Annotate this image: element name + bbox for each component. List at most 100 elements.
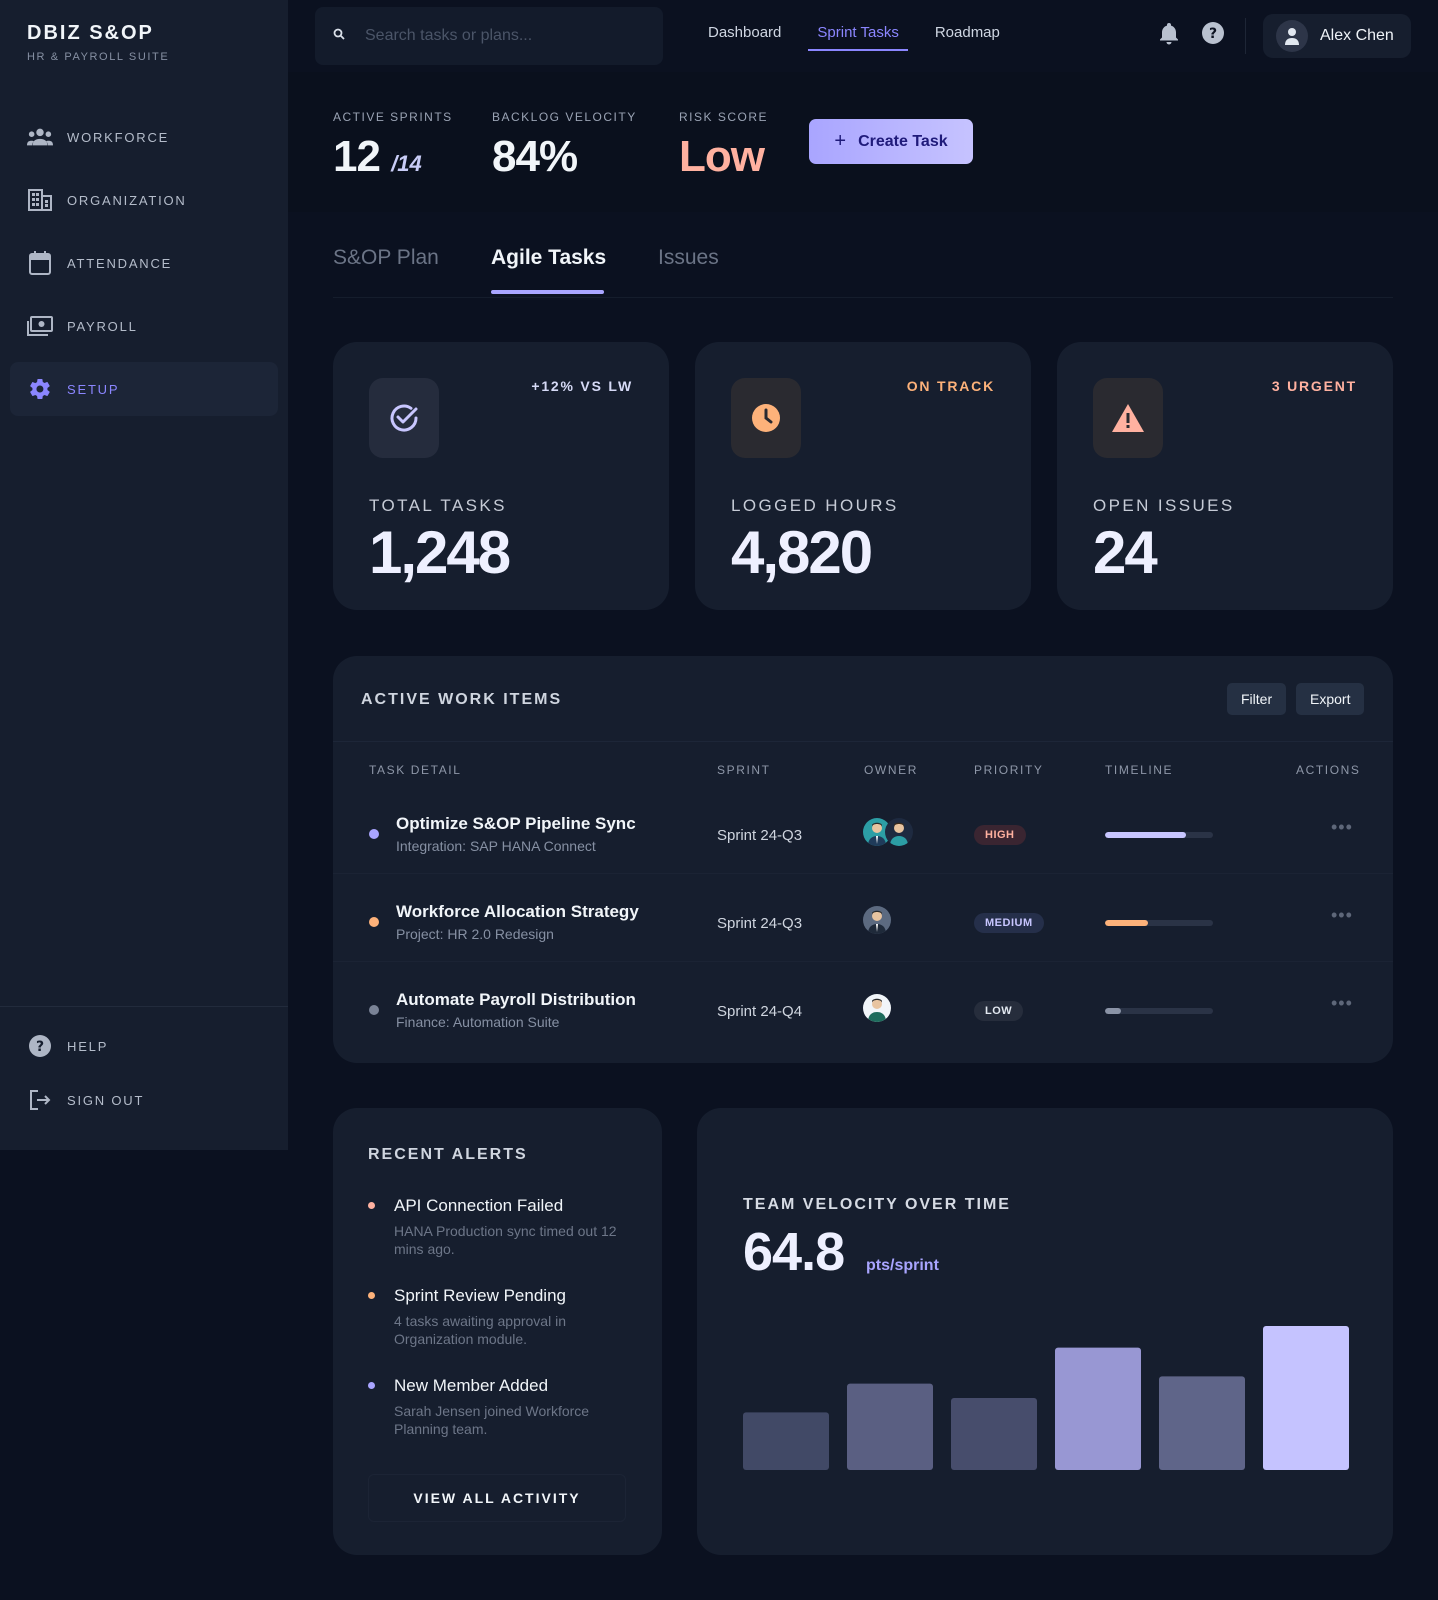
tab-agile-tasks[interactable]: Agile Tasks	[491, 246, 607, 269]
status-dot	[369, 1005, 379, 1015]
brand-title: DBIZ S&OP	[27, 22, 154, 44]
bell-icon[interactable]	[1155, 19, 1183, 47]
stat-backlog-velocity: BACKLOG VELOCITY 84%	[492, 110, 637, 182]
user-menu[interactable]: Alex Chen	[1263, 14, 1411, 58]
priority-badge: LOW	[974, 1001, 1024, 1021]
task-sprint: Sprint 24-Q4	[717, 1003, 803, 1020]
sidebar-item-setup[interactable]: SETUP	[10, 362, 278, 416]
user-name: Alex Chen	[1320, 27, 1394, 44]
avatar	[863, 906, 891, 934]
panel-divider	[333, 741, 1393, 742]
search-input[interactable]	[365, 27, 645, 45]
task-name: Workforce Allocation Strategy	[396, 902, 639, 921]
tab-indicator	[491, 290, 604, 294]
alert-dot	[368, 1382, 375, 1389]
table-row[interactable]: Optimize S&OP Pipeline Sync Integration:…	[333, 786, 1393, 874]
tab-sop-plan[interactable]: S&OP Plan	[333, 246, 439, 269]
priority-badge: HIGH	[974, 825, 1026, 845]
row-divider	[333, 961, 1393, 962]
logout-icon	[27, 1087, 53, 1113]
table-row[interactable]: Automate Payroll Distribution Finance: A…	[333, 962, 1393, 1050]
alert-description: 4 tasks awaiting approval in Organizatio…	[394, 1313, 566, 1347]
alert-description: HANA Production sync timed out 12 mins a…	[394, 1223, 617, 1257]
sidebar-item-label: PAYROLL	[67, 318, 138, 334]
svg-text:?: ?	[1209, 26, 1217, 42]
stat-label: ACTIVE SPRINTS	[333, 110, 453, 124]
top-divider	[1245, 18, 1246, 54]
panel-title: RECENT ALERTS	[368, 1146, 528, 1163]
brand: DBIZ S&OP HR & PAYROLL SUITE	[27, 22, 169, 63]
sidebar-item-label: ORGANIZATION	[67, 192, 187, 208]
kpi-value: 1,248	[369, 519, 511, 586]
sidebar-item-workforce[interactable]: WORKFORCE	[10, 110, 278, 164]
export-button[interactable]: Export	[1296, 683, 1365, 715]
alert-title: New Member Added	[394, 1376, 549, 1395]
table-row[interactable]: Workforce Allocation Strategy Project: H…	[333, 874, 1393, 962]
sidebar-item-attendance[interactable]: ATTENDANCE	[10, 236, 278, 290]
search-bar	[315, 7, 663, 65]
brand-subtitle: HR & PAYROLL SUITE	[27, 51, 170, 63]
velocity-bar-chart	[743, 1326, 1349, 1470]
timeline-fill	[1105, 1008, 1122, 1014]
column-header: OWNER	[864, 763, 918, 777]
create-task-button[interactable]: + Create Task	[809, 119, 973, 164]
timeline-bar	[1105, 1008, 1213, 1014]
kpi-value: 24	[1093, 519, 1158, 586]
check-circle-icon	[369, 378, 439, 458]
kpi-value: 4,820	[731, 519, 873, 586]
sidebar-item-organization[interactable]: ORGANIZATION	[10, 173, 278, 227]
alert-description: Sarah Jensen joined Workforce Planning t…	[394, 1403, 590, 1437]
help-circle-icon[interactable]: ?	[1199, 19, 1227, 47]
task-subtitle: Integration: SAP HANA Connect	[396, 838, 596, 854]
sidebar-item-label: HELP	[67, 1038, 109, 1054]
top-nav-dashboard[interactable]: Dashboard	[708, 24, 782, 41]
stat-value: 12 /14	[333, 132, 422, 181]
top-nav-roadmap[interactable]: Roadmap	[934, 24, 1000, 41]
kpi-badge: 3 URGENT	[1271, 378, 1357, 394]
owner-avatars	[863, 994, 891, 1022]
column-header: TASK DETAIL	[369, 763, 462, 777]
tab-issues[interactable]: Issues	[658, 246, 719, 269]
sidebar-item-sign-out[interactable]: SIGN OUT	[10, 1078, 278, 1122]
team-velocity-panel: TEAM VELOCITY OVER TIME 64.8 pts/sprint	[697, 1108, 1393, 1555]
more-icon[interactable]: •••	[1331, 817, 1353, 837]
velocity-bar-1	[743, 1412, 829, 1470]
recent-alerts-panel: RECENT ALERTS API Connection Failed HANA…	[333, 1108, 662, 1555]
timeline-fill	[1105, 920, 1149, 926]
top-nav: Dashboard Sprint Tasks Roadmap	[708, 24, 1036, 51]
kpi-label: OPEN ISSUES	[1093, 496, 1235, 515]
velocity-bar-3	[951, 1398, 1037, 1470]
create-task-label: Create Task	[858, 132, 948, 150]
velocity-value: 64.8	[743, 1222, 845, 1282]
sidebar-item-label: WORKFORCE	[67, 129, 170, 145]
alert-dot	[368, 1202, 375, 1209]
filter-button[interactable]: Filter	[1227, 683, 1287, 715]
calendar-icon	[27, 250, 53, 276]
task-subtitle: Finance: Automation Suite	[396, 1014, 560, 1030]
clock-icon	[731, 378, 801, 458]
more-icon[interactable]: •••	[1331, 905, 1353, 925]
task-name: Automate Payroll Distribution	[396, 990, 636, 1009]
timeline-bar	[1105, 832, 1213, 838]
people-icon	[27, 124, 53, 150]
column-header: PRIORITY	[974, 763, 1044, 777]
owner-avatars	[863, 818, 913, 846]
view-all-activity-button[interactable]: VIEW ALL ACTIVITY	[368, 1474, 626, 1522]
sidebar-item-help[interactable]: ? HELP	[10, 1024, 278, 1068]
avatar	[863, 818, 891, 846]
sidebar-item-payroll[interactable]: PAYROLL	[10, 299, 278, 353]
velocity-bar-4	[1055, 1347, 1141, 1470]
top-nav-sprint-tasks[interactable]: Sprint Tasks	[808, 24, 908, 51]
kpi-card-logged-hours: ON TRACK LOGGED HOURS 4,820	[695, 342, 1031, 610]
stat-suffix: /14	[391, 151, 422, 176]
velocity-bar-2	[847, 1383, 933, 1470]
active-work-items-panel: ACTIVE WORK ITEMS Filter Export TASK DET…	[333, 656, 1393, 1063]
alert-title: API Connection Failed	[394, 1196, 564, 1215]
gear-icon	[27, 376, 53, 402]
avatar	[885, 818, 913, 846]
more-icon[interactable]: •••	[1331, 993, 1353, 1013]
sidebar-item-label: SETUP	[67, 381, 120, 397]
avatar	[1276, 20, 1308, 52]
task-sprint: Sprint 24-Q3	[717, 827, 803, 844]
sidebar: DBIZ S&OP HR & PAYROLL SUITE WORKFORCE O…	[0, 0, 288, 1150]
